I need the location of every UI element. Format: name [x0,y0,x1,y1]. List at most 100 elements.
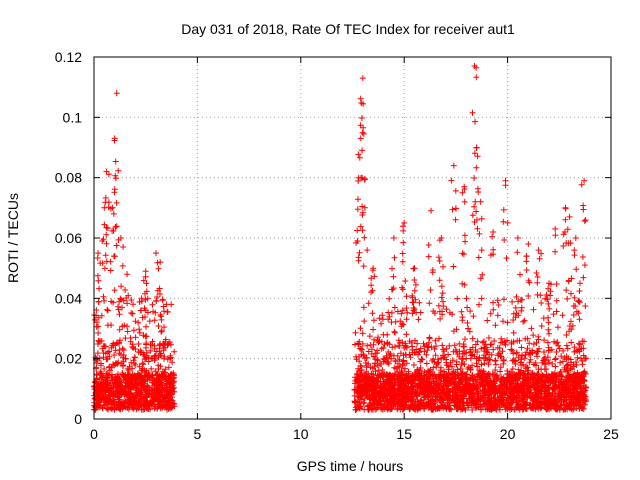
data-point [395,337,402,344]
data-point [516,372,523,379]
data-point [108,371,115,378]
data-point [388,319,395,326]
data-point [458,396,465,403]
data-point [116,326,123,333]
data-point [575,383,582,390]
data-point [577,341,583,348]
data-point [358,372,365,379]
data-point [460,356,466,363]
data-point [444,383,450,390]
data-point [366,391,373,398]
data-point [404,309,411,316]
data-point [423,351,430,358]
data-point [483,344,490,351]
data-point [368,289,375,296]
data-point [379,316,386,323]
data-point [511,371,518,378]
data-point [139,360,146,367]
data-point [534,279,541,286]
data-point [561,397,567,404]
data-point [94,350,101,357]
data-point [363,362,370,369]
data-point [510,310,517,317]
data-point [122,287,129,293]
data-point [387,400,394,407]
data-point [436,405,443,412]
data-point [155,354,162,361]
data-point [357,223,364,230]
data-point [431,346,438,352]
data-point [579,338,586,345]
data-point [530,376,537,383]
data-point [504,394,511,401]
data-point [473,164,480,171]
data-point [394,308,401,315]
data-point [152,404,159,411]
data-point [171,378,178,385]
data-point [556,370,563,377]
data-point [579,396,586,403]
data-point [526,340,533,347]
data-point [576,297,582,304]
data-point [504,319,511,326]
data-point [452,347,459,353]
data-point [535,399,542,406]
data-point [462,377,469,384]
data-point [375,379,382,386]
data-point [470,313,477,320]
data-point [548,346,555,353]
data-point [167,352,174,359]
data-point [477,373,484,380]
data-point [112,158,119,165]
data-point [156,378,163,385]
data-point [154,287,161,294]
data-point [465,325,472,332]
data-point [562,216,569,223]
data-point [512,314,519,321]
data-point [399,307,406,314]
data-point [575,340,582,347]
data-point [502,406,509,413]
data-point [370,317,377,324]
data-point [461,281,468,288]
data-point [485,361,492,368]
data-point [417,381,424,388]
data-point [482,355,489,362]
data-point [381,406,388,413]
data-point [384,393,391,400]
data-point [522,398,528,405]
data-point [417,374,424,381]
data-point [497,404,504,411]
data-point [109,227,116,234]
data-point [154,259,161,266]
data-point [357,325,364,332]
data-point [352,341,358,348]
data-point [155,323,162,329]
data-point [152,396,159,403]
data-point [96,338,102,345]
data-point [130,357,137,364]
data-point [359,129,366,136]
data-point [432,337,439,344]
data-point [546,401,553,408]
data-point [390,273,397,280]
data-point [568,339,575,346]
data-point [435,254,442,261]
data-point [545,314,551,321]
data-point [407,354,414,361]
data-point [400,239,407,246]
data-point [546,359,552,366]
data-point [463,295,470,302]
data-point [379,312,386,319]
data-point [438,235,445,241]
data-point [104,370,111,377]
data-point [473,74,480,81]
data-point [393,365,400,372]
data-point [409,374,416,381]
data-point [369,365,376,372]
data-point [444,403,451,410]
data-point [482,348,489,355]
data-point [416,371,423,378]
data-point [143,280,150,287]
data-point [468,397,475,404]
